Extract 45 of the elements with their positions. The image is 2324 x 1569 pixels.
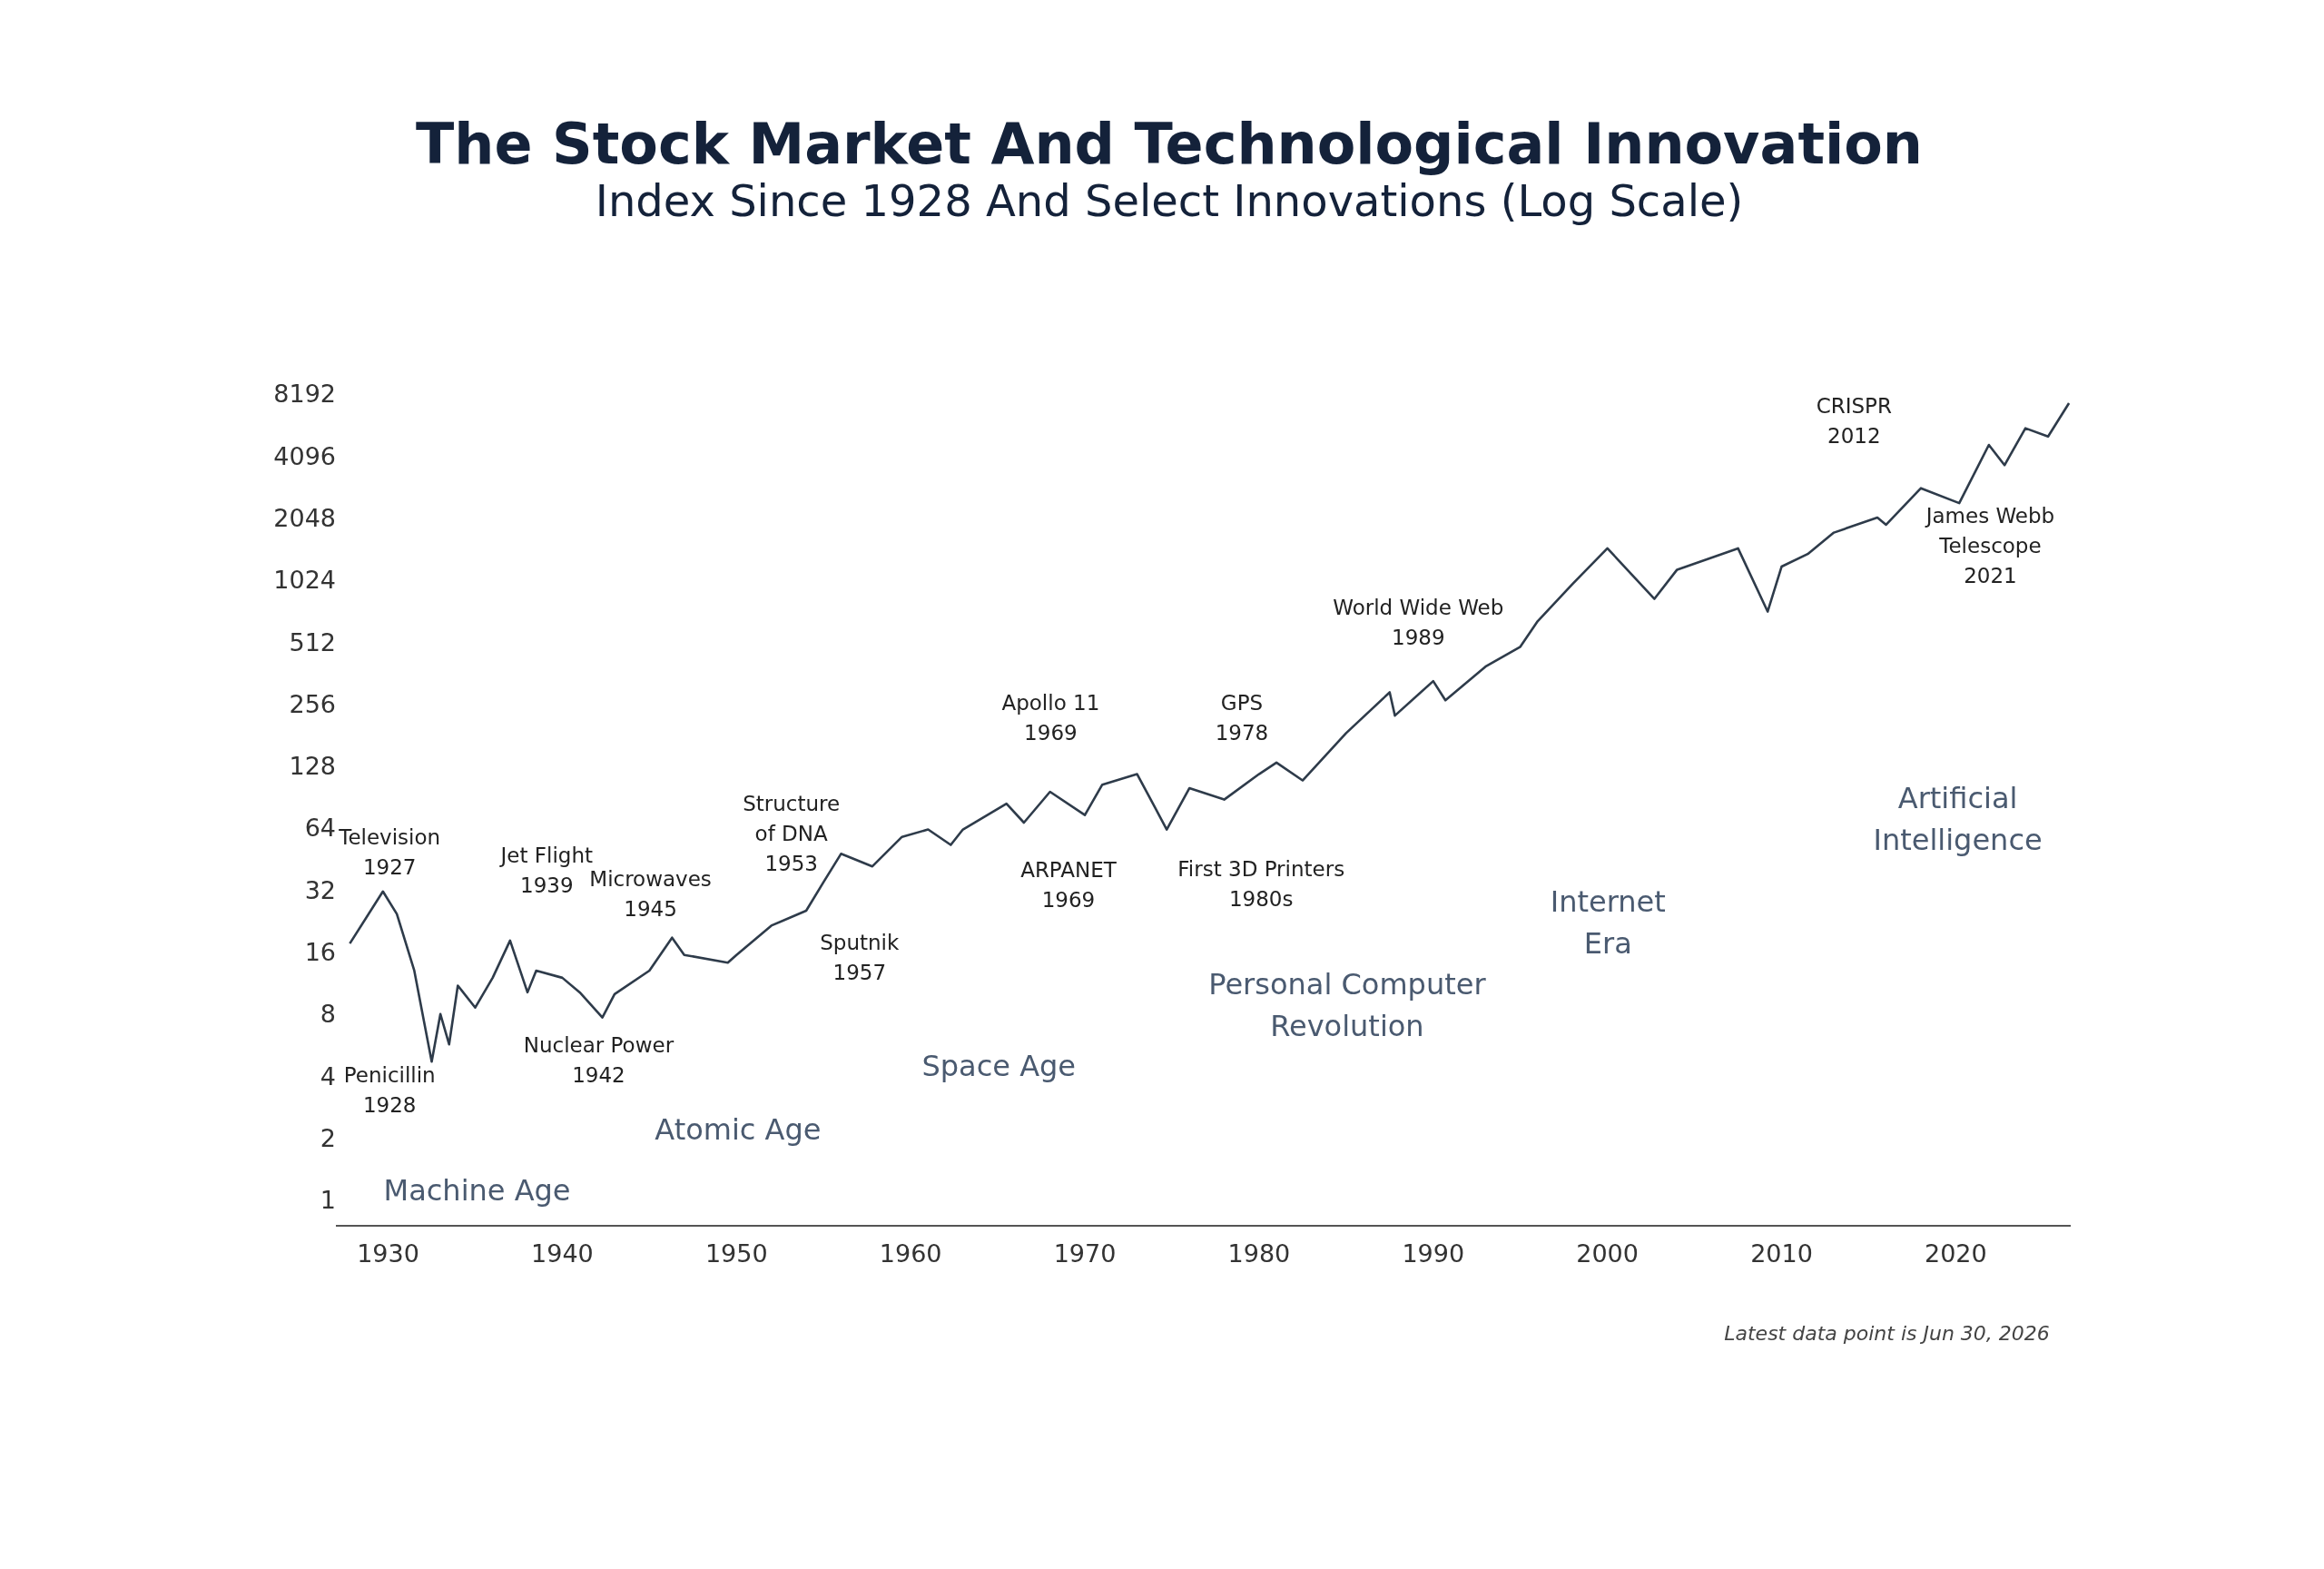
annotation: First 3D Printers 1980s (1177, 856, 1345, 911)
y-tick-label: 16 (304, 937, 336, 966)
y-tick-label: 8 (320, 1000, 336, 1029)
y-tick-label: 1024 (273, 566, 336, 595)
annotation: Nuclear Power 1942 (523, 1033, 675, 1088)
annotation: Sputnik 1957 (820, 931, 900, 985)
x-tick-label: 1970 (1053, 1239, 1117, 1268)
annotation: Personal Computer Revolution (1208, 967, 1487, 1044)
x-tick-label: 2020 (1925, 1239, 1987, 1268)
annotation: Artificial Intelligence (1873, 780, 2043, 857)
x-tick-label: 1940 (531, 1239, 594, 1268)
annotation: GPS 1978 (1215, 690, 1269, 745)
x-tick-label: 2000 (1576, 1239, 1639, 1268)
annotation: Atomic Age (655, 1112, 822, 1148)
y-tick-label: 4096 (273, 441, 336, 470)
y-tick-label: 128 (289, 752, 336, 781)
y-tick-label: 2048 (273, 504, 336, 533)
annotation: CRISPR 2012 (1816, 394, 1892, 449)
chart-subtitle: Index Since 1928 And Select Innovations (Log Scale) (595, 175, 1744, 226)
annotation: Machine Age (383, 1173, 571, 1209)
y-tick-label: 32 (304, 875, 336, 904)
x-tick-label: 1960 (879, 1239, 942, 1268)
annotation: Internet Era (1550, 883, 1666, 961)
y-tick-label: 8192 (273, 380, 336, 409)
y-tick-label: 4 (320, 1061, 336, 1090)
annotation: Penicillin 1928 (343, 1062, 436, 1117)
y-tick-label: 64 (304, 814, 336, 843)
annotation: ARPANET 1969 (1020, 858, 1118, 913)
chart-title: The Stock Market And Technological Innovation (415, 111, 1924, 177)
y-tick-label: 1 (320, 1186, 336, 1215)
text: Latest data point is Jun 30, 2026 (1724, 1321, 2050, 1345)
annotation: James Webb Telescope 2021 (1924, 504, 2055, 588)
x-tick-label: 1980 (1227, 1239, 1291, 1268)
x-tick-label: 1930 (357, 1239, 419, 1268)
y-tick-label: 2 (320, 1123, 336, 1152)
annotation: World Wide Web 1989 (1333, 596, 1504, 650)
annotation: Apollo 11 1969 (1001, 690, 1100, 745)
annotation: Television 1927 (338, 825, 441, 880)
y-tick-label: 256 (289, 689, 336, 718)
x-tick-label: 1990 (1402, 1239, 1465, 1268)
x-tick-label: 2010 (1750, 1239, 1813, 1268)
annotation: Space Age (921, 1049, 1077, 1084)
annotation: Structure of DNA 1953 (743, 791, 841, 875)
y-tick-label: 512 (289, 627, 336, 656)
x-tick-label: 1950 (704, 1239, 768, 1268)
